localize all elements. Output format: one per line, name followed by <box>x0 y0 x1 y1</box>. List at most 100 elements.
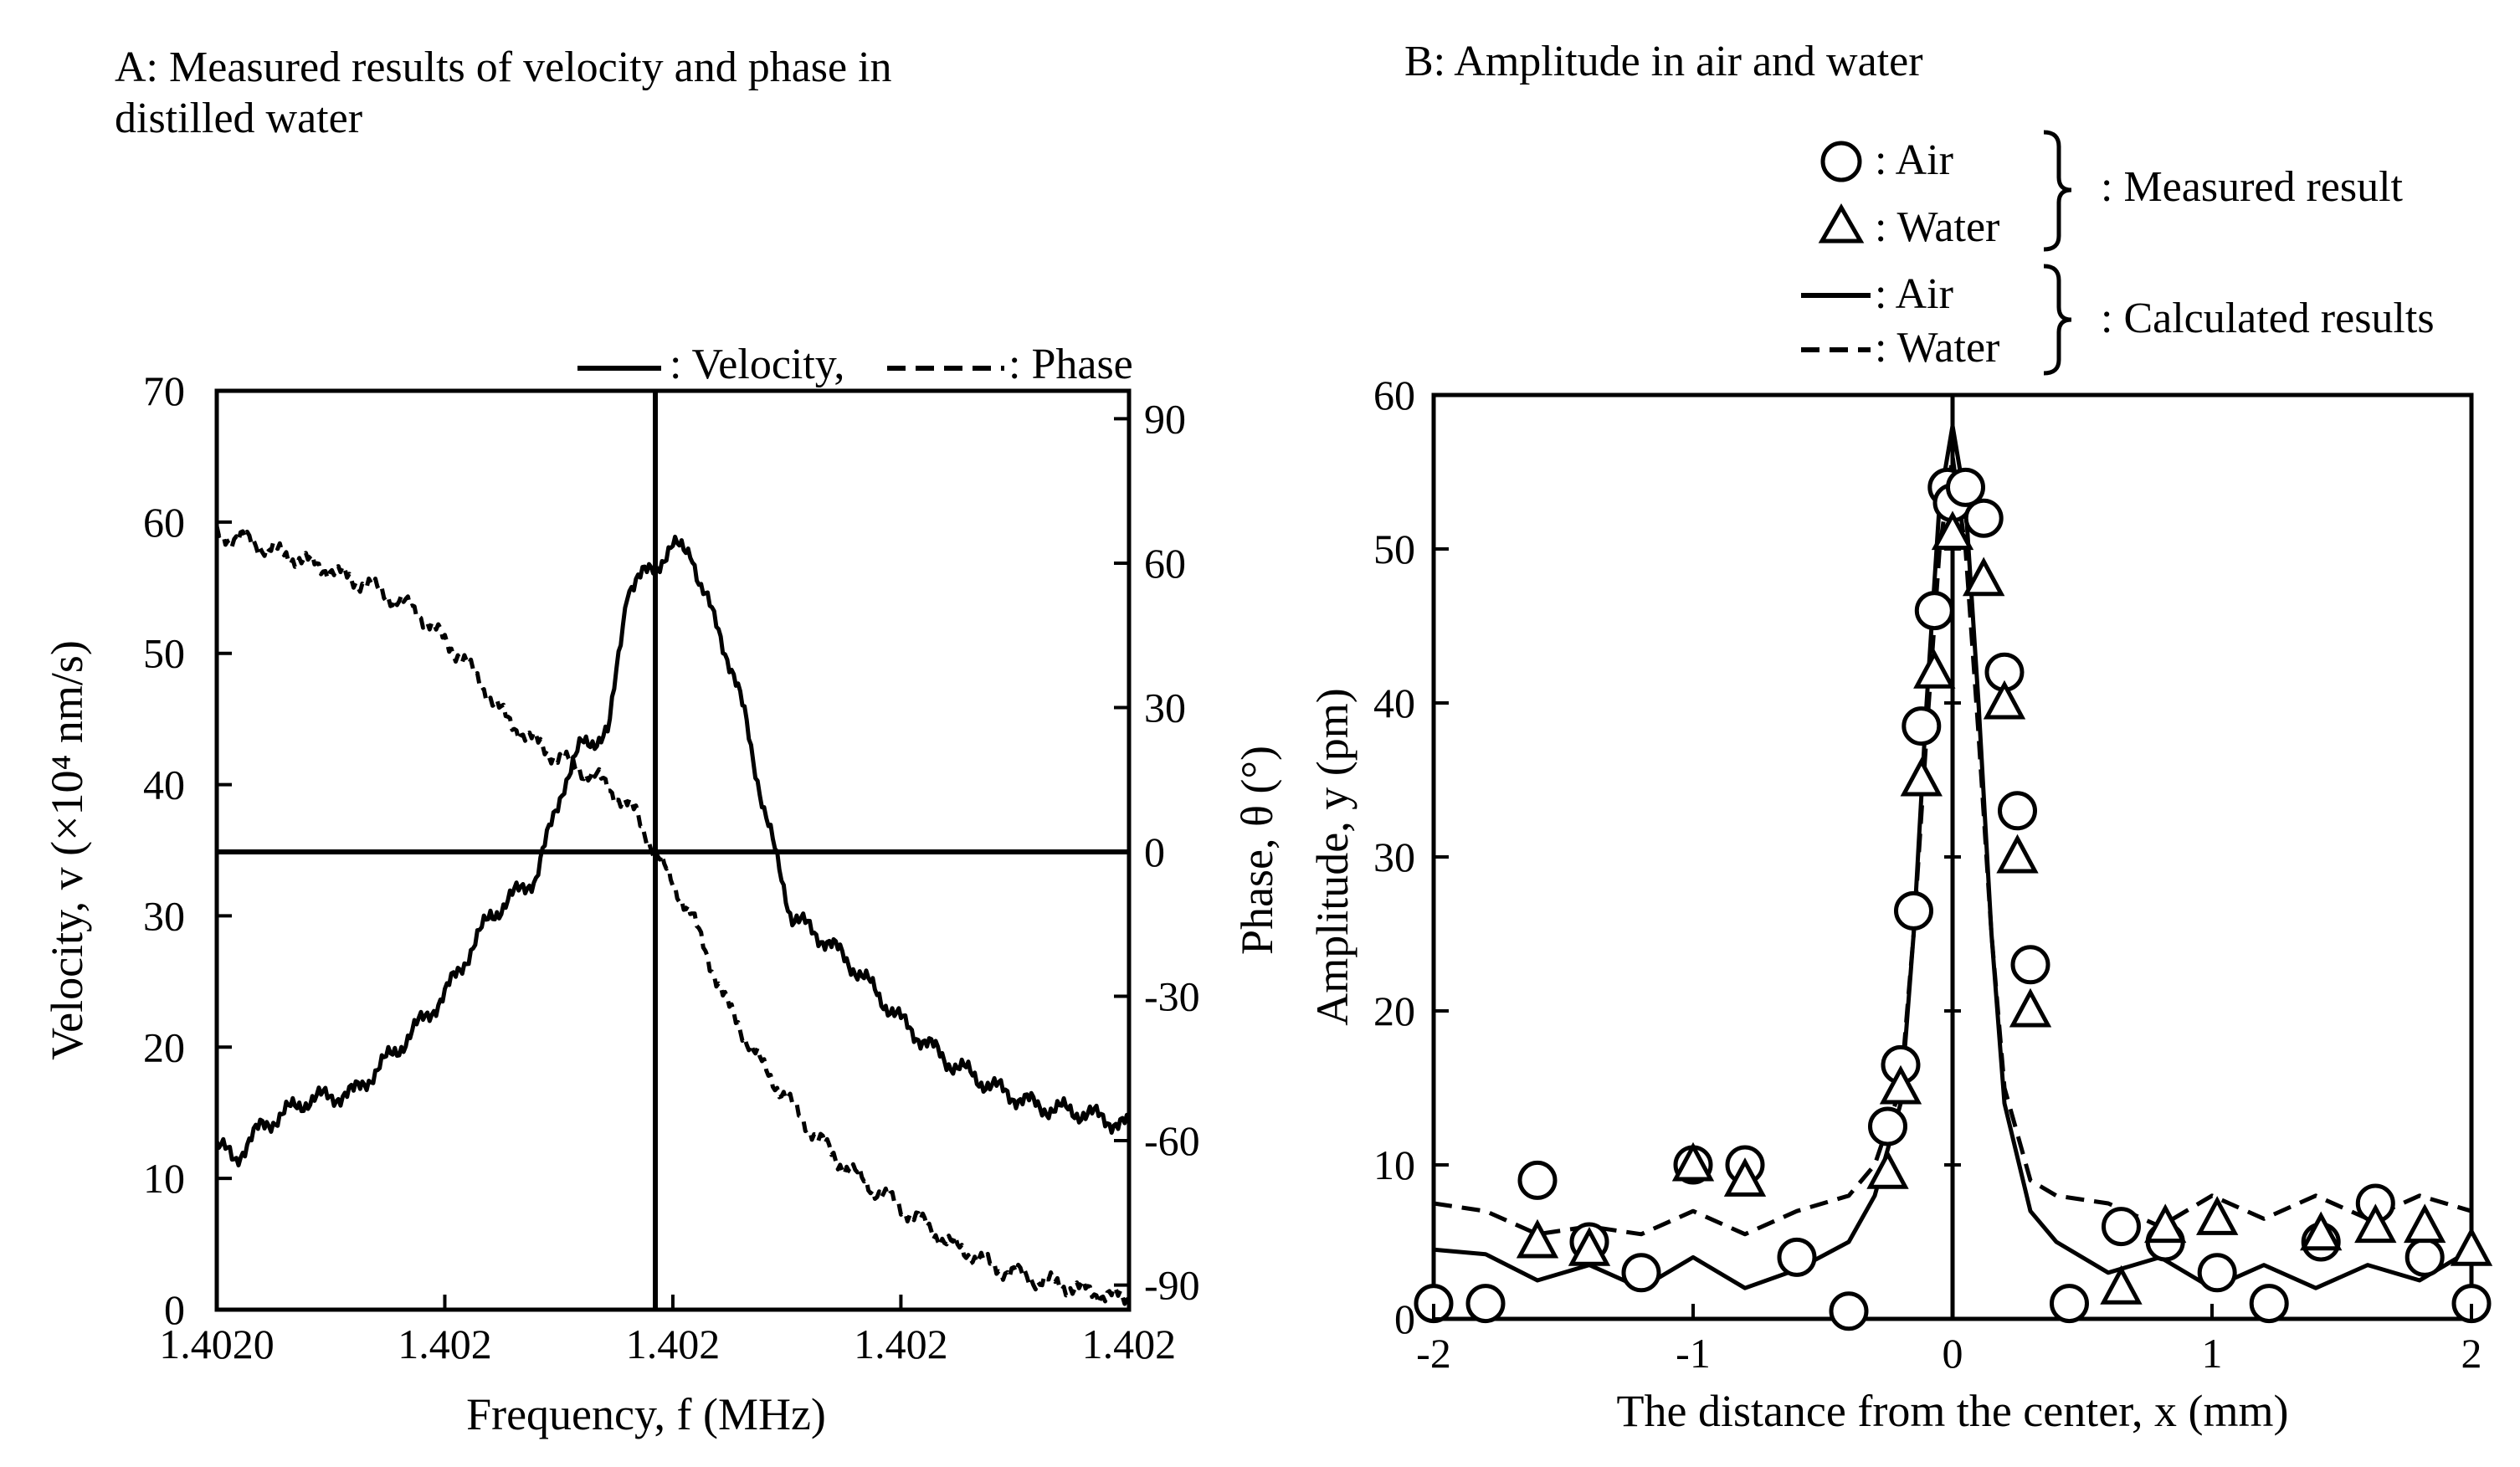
panel-b-ticks: 0 10 20 30 40 50 60 -2 -1 0 1 2 <box>1373 372 2482 1377</box>
y-tick-label: 30 <box>1373 834 1415 880</box>
air-measured-point <box>1777 1237 1817 1277</box>
y2-tick-label: -60 <box>1144 1117 1200 1164</box>
air-measured-point <box>1868 1106 1907 1146</box>
panel-a-title-line2: distilled water <box>115 95 362 142</box>
velocity-series-line <box>214 534 1132 1167</box>
water-measured-point <box>2009 987 2052 1028</box>
y-tick-label: 40 <box>143 762 185 808</box>
panel-b-y-axis-label: Amplitude, y (pm) <box>1307 688 1358 1025</box>
water-measured-point <box>2354 1203 2397 1244</box>
water-measured-point <box>2450 1226 2493 1266</box>
y-tick-label: 20 <box>1373 987 1415 1034</box>
water-calculated-line <box>1433 454 2472 1237</box>
y-tick-label: 50 <box>143 630 185 677</box>
panel-a-title-line1: A: Measured results of velocity and phas… <box>115 44 892 91</box>
air-measured-point <box>1829 1291 1869 1331</box>
x-tick-label: 1.4020 <box>159 1321 275 1367</box>
panel-a-y2-axis-label: Phase, θ (°) <box>1232 746 1282 955</box>
panel-a-x-axis-label: Frequency, f (MHz) <box>466 1389 826 1439</box>
legend-air-calculated-label: : Air <box>1875 270 1953 318</box>
y-tick-label: 0 <box>1394 1295 1415 1342</box>
x-tick-label: 0 <box>1943 1330 1963 1377</box>
y-tick-label: 60 <box>1373 372 1415 418</box>
panel-a-y-axis-label: Velocity, v (×10⁴ nm/s) <box>42 640 92 1060</box>
water-measured-point <box>1913 649 1956 689</box>
x-tick-label: 1.402 <box>1082 1321 1177 1367</box>
legend-measured-brace <box>2043 130 2072 252</box>
panel-b-title: B: Amplitude in air and water <box>1404 38 1923 85</box>
legend-air-circle-marker <box>1820 141 1862 182</box>
y2-tick-label: 60 <box>1144 540 1186 587</box>
x-tick-label: 1 <box>2202 1330 2223 1377</box>
y-tick-label: 60 <box>143 499 185 546</box>
x-tick-label: -1 <box>1676 1330 1711 1377</box>
x-tick-label: -2 <box>1416 1330 1451 1377</box>
legend-velocity-label: : Velocity, <box>670 341 844 388</box>
air-measured-point <box>2050 1284 2089 1324</box>
air-measured-point <box>1998 791 2037 831</box>
y2-tick-label: 90 <box>1144 395 1186 442</box>
water-measured-point <box>2300 1211 2343 1251</box>
y2-tick-label: 0 <box>1144 828 1165 875</box>
legend-calculated-label: : Calculated results <box>2101 295 2435 342</box>
water-measured-point <box>1983 680 2026 720</box>
air-measured-point <box>1894 890 1933 931</box>
panel-a: A: Measured results of velocity and phas… <box>42 44 1282 1439</box>
water-measured-point <box>2196 1196 2239 1235</box>
legend-water-calculated-label: : Water <box>1875 324 1999 372</box>
air-measured-point <box>1963 498 2004 538</box>
water-measured-point <box>1879 1064 1922 1105</box>
water-measured-point <box>1866 1149 1909 1189</box>
x-tick-label: 1.402 <box>626 1321 721 1367</box>
y-tick-label: 30 <box>143 892 185 939</box>
y-tick-label: 70 <box>143 367 185 414</box>
air-measured-point <box>2102 1207 2141 1247</box>
air-measured-point <box>1465 1284 1506 1324</box>
y-tick-label: 0 <box>164 1286 185 1333</box>
water-measured-point <box>1996 834 2039 874</box>
x-tick-label: 2 <box>2461 1330 2482 1377</box>
water-measured-point <box>2144 1203 2187 1244</box>
legend-water-measured-label: : Water <box>1875 203 1999 251</box>
air-measured-point <box>2249 1284 2289 1324</box>
panel-a-ticks: 0 10 20 30 40 50 60 70 90 60 30 0 -30 -60 -90 1.4020 1.4… <box>143 367 1200 1367</box>
water-measured-point <box>2404 1203 2446 1244</box>
water-measured-point <box>2100 1264 2143 1305</box>
air-measured-point <box>2405 1237 2445 1277</box>
water-measured-point <box>1568 1226 1611 1266</box>
water-measured-point <box>1900 757 1943 797</box>
x-tick-label: 1.402 <box>398 1321 492 1367</box>
y-tick-label: 20 <box>143 1023 185 1070</box>
y-tick-label: 10 <box>143 1155 185 1202</box>
legend-measured-label: : Measured result <box>2101 163 2404 211</box>
y2-tick-label: -30 <box>1144 973 1200 1020</box>
phase-series-line <box>214 526 1132 1306</box>
water-measured-point <box>1516 1218 1559 1259</box>
panel-b-series <box>1414 423 2493 1331</box>
y-tick-label: 10 <box>1373 1141 1415 1188</box>
air-measured-point <box>1946 467 1985 507</box>
air-measured-point <box>2451 1284 2492 1324</box>
y-tick-label: 40 <box>1373 680 1415 726</box>
legend-calculated-brace <box>2043 264 2072 376</box>
water-measured-point <box>1723 1157 1767 1197</box>
air-measured-point <box>1621 1253 1661 1293</box>
x-tick-label: 1.402 <box>854 1321 948 1367</box>
legend-water-triangle-marker <box>1818 203 1865 244</box>
panel-b-x-axis-label: The distance from the center, x (mm) <box>1616 1386 2288 1436</box>
air-measured-point <box>1914 591 1954 631</box>
panel-a-series <box>214 526 1132 1306</box>
y-tick-label: 50 <box>1373 526 1415 572</box>
legend-phase-label: : Phase <box>1009 341 1133 388</box>
legend-air-measured-label: : Air <box>1875 136 1953 184</box>
air-measured-point <box>2197 1253 2237 1293</box>
air-measured-point <box>1902 706 1942 746</box>
y2-tick-label: 30 <box>1144 684 1186 731</box>
air-measured-point <box>2010 945 2050 985</box>
y2-tick-label: -90 <box>1144 1262 1200 1309</box>
panel-b: B: Amplitude in air and water : Air : Wa… <box>1307 38 2493 1436</box>
air-measured-point <box>1414 1284 1454 1324</box>
water-measured-point <box>1671 1141 1715 1182</box>
water-measured-point <box>1963 557 2005 597</box>
